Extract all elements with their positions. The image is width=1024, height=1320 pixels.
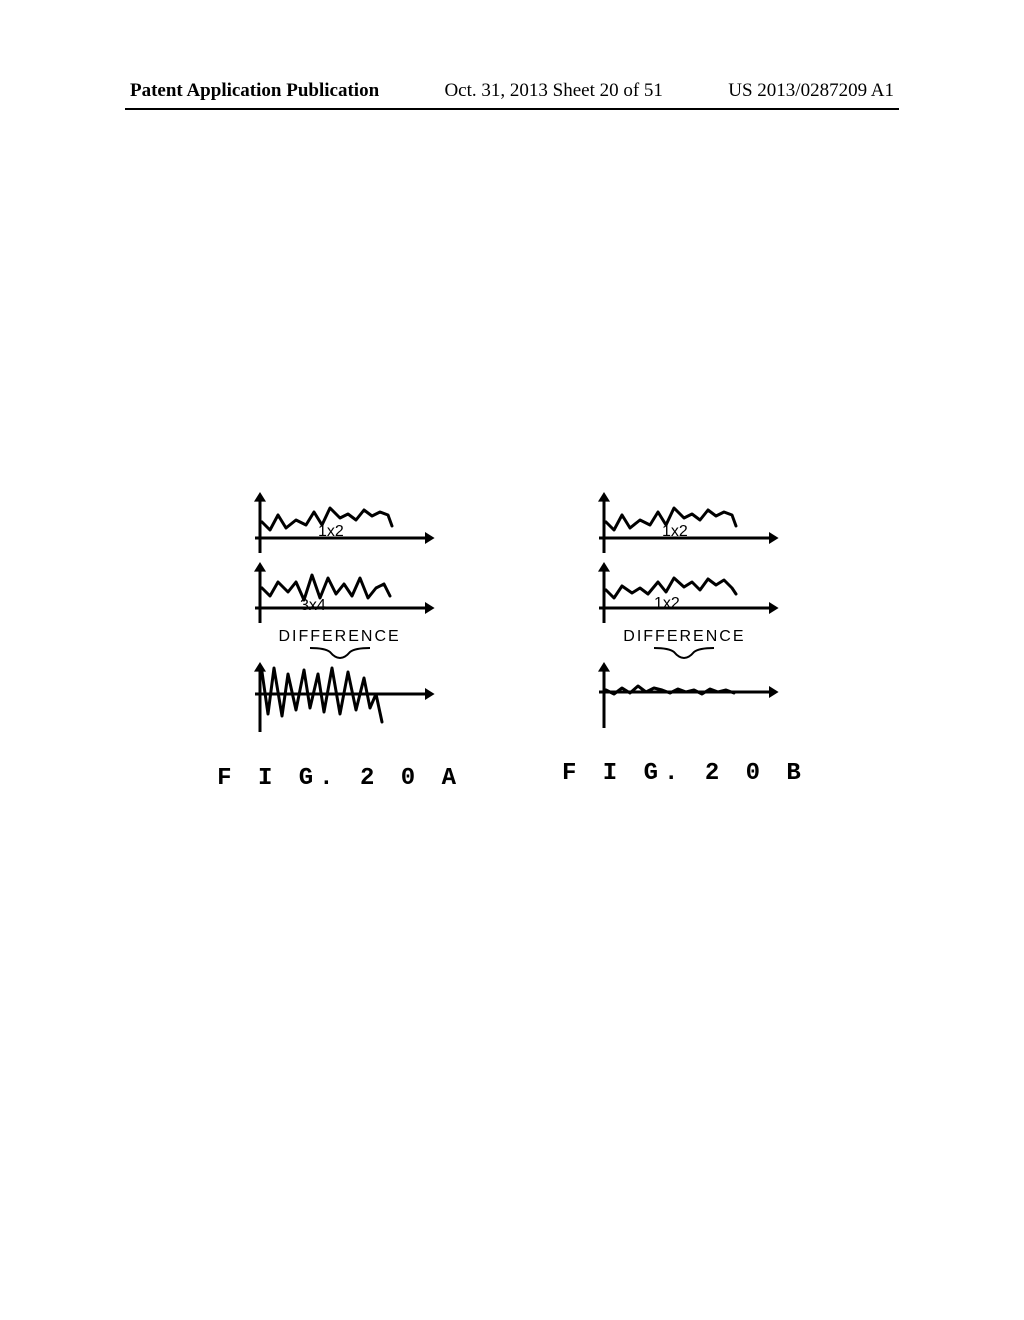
difference-label-a: DIFFERENCE — [240, 628, 440, 660]
fig-b-graph-1: 1x2 — [584, 490, 784, 560]
brace-icon — [644, 646, 724, 660]
fig-a-graph-3 — [240, 660, 440, 735]
fig-a-graphs: 1x2 3x4 DIFFERENCE — [240, 490, 440, 735]
graph-label: 1x2 — [654, 595, 680, 612]
brace-icon — [300, 646, 380, 660]
fig-a-graph-2: 3x4 — [240, 560, 440, 630]
fig-b-graphs: 1x2 1x2 DIFFERENCE — [584, 490, 784, 730]
figures-container: 1x2 3x4 DIFFERENCE F I G. 2 0 A — [0, 490, 1024, 792]
header-right: US 2013/0287209 A1 — [728, 80, 894, 102]
graph-label: 1x2 — [662, 523, 688, 540]
fig-b-graph-2: 1x2 — [584, 560, 784, 630]
header-left: Patent Application Publication — [130, 80, 379, 102]
fig-a-label: F I G. 2 0 A — [217, 765, 462, 792]
figure-20b: 1x2 1x2 DIFFERENCE F I G. 2 0 B — [562, 490, 807, 792]
difference-label-b: DIFFERENCE — [584, 628, 784, 660]
graph-label: 3x4 — [300, 597, 326, 614]
header-center: Oct. 31, 2013 Sheet 20 of 51 — [444, 80, 662, 102]
header-divider — [125, 108, 899, 110]
fig-a-graph-1: 1x2 — [240, 490, 440, 560]
fig-b-graph-3 — [584, 660, 784, 730]
graph-label: 1x2 — [318, 523, 344, 540]
fig-b-label: F I G. 2 0 B — [562, 760, 807, 787]
figure-20a: 1x2 3x4 DIFFERENCE F I G. 2 0 A — [217, 490, 462, 792]
page-header: Patent Application Publication Oct. 31, … — [0, 80, 1024, 102]
